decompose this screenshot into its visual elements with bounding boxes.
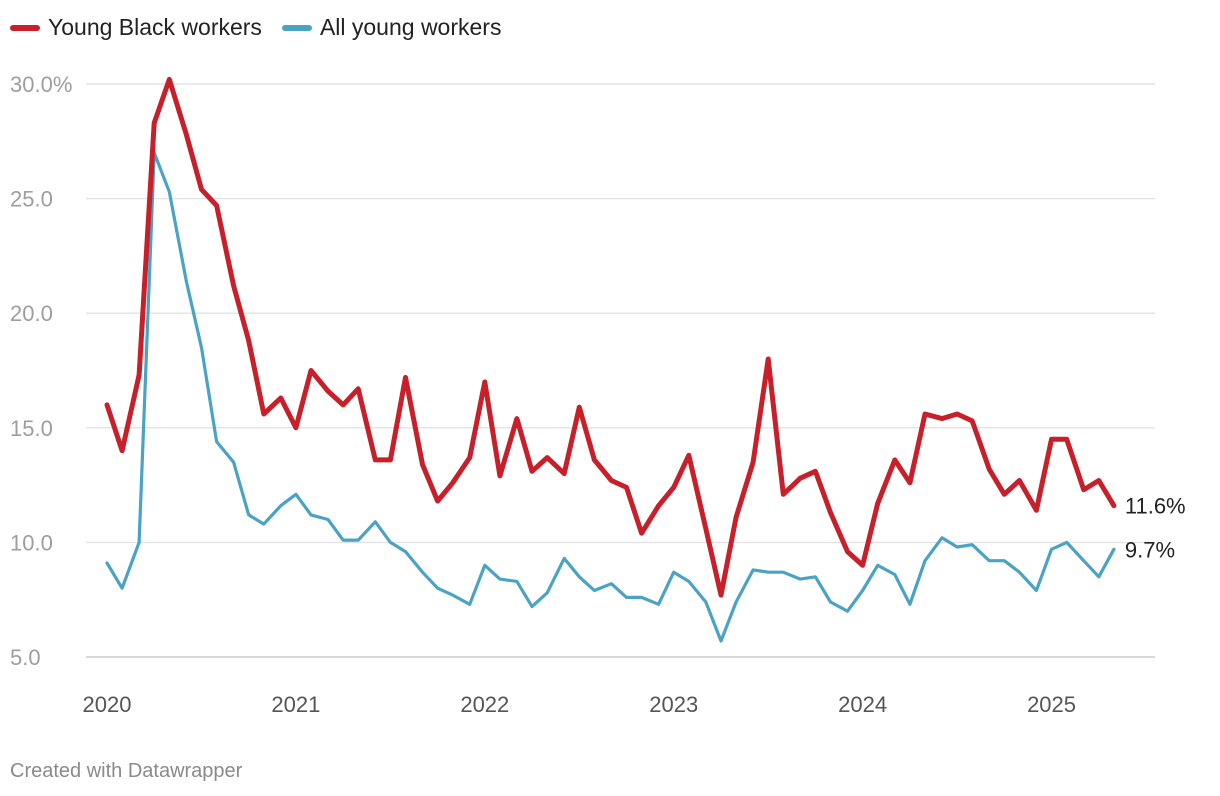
y-tick-label: 10.0	[10, 530, 53, 555]
y-tick-label: 5.0	[10, 645, 41, 670]
y-tick-label: 20.0	[10, 301, 53, 326]
end-label-all-young-workers: 9.7%	[1125, 537, 1175, 562]
x-tick-label: 2020	[83, 692, 132, 717]
legend-item-young-black-workers: Young Black workers	[10, 14, 262, 41]
x-tick-label: 2021	[271, 692, 320, 717]
series-line-young-black-workers	[104, 76, 1117, 598]
legend-item-all-young-workers: All young workers	[281, 14, 502, 41]
end-label-young-black-workers: 11.6%	[1125, 494, 1186, 519]
legend-label-all-young-workers: All young workers	[319, 14, 502, 40]
x-tick-label: 2023	[649, 692, 698, 717]
x-tick-label: 2022	[460, 692, 509, 717]
y-tick-label: 30.0%	[10, 72, 72, 97]
legend-swatch-young-black-workers	[10, 24, 40, 31]
y-tick-label: 15.0	[10, 416, 53, 441]
series-line-all-young-workers	[105, 151, 1116, 643]
y-tick-label: 25.0	[10, 187, 53, 212]
x-tick-label: 2025	[1027, 692, 1076, 717]
legend-swatch-all-young-workers	[281, 24, 312, 31]
legend-label-young-black-workers: Young Black workers	[48, 14, 262, 40]
chart-legend: Young Black workers All young workers	[10, 14, 501, 41]
x-tick-label: 2024	[838, 692, 887, 717]
footer-credit: Created with Datawrapper	[10, 760, 243, 782]
